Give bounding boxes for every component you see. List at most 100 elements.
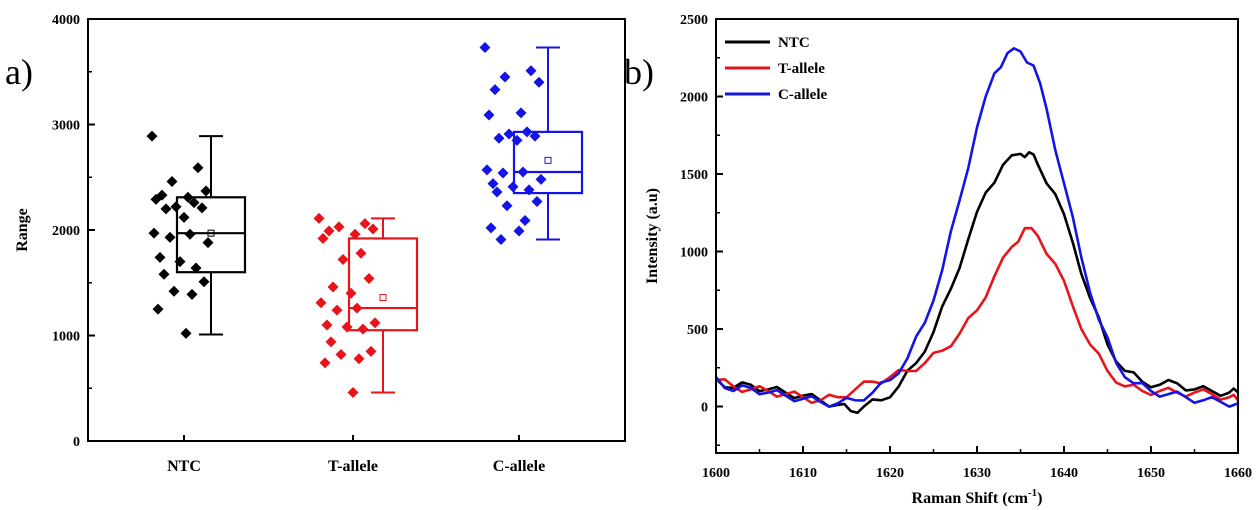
panel-a-box-plot: 0 1000 2000 3000 4000 Range a) NTC T-allele C-all… [5,13,626,475]
y-axis-label: Range [14,208,31,252]
y-tick-label: 1500 [680,168,708,183]
y-tick-label: 4000 [52,13,80,28]
data-point [489,84,501,96]
y-tick-label: 3000 [52,119,80,134]
data-point [483,109,495,121]
x-axis-label-superscript: -1 [1028,487,1037,499]
data-point [333,221,345,233]
data-point [196,202,208,214]
data-point [160,203,172,215]
x-tick-label: 1610 [789,466,817,481]
data-point [313,212,325,224]
data-point [158,268,170,280]
data-point [491,186,503,198]
x-category-label: NTC [167,458,201,475]
legend-entry: T-allele [778,61,825,77]
data-point [501,200,513,212]
panel-label: b) [624,52,654,92]
y-tick-label: 500 [687,323,708,338]
y-tick-label: 1000 [52,330,80,345]
data-point [315,297,327,309]
box-iqr [347,237,419,332]
data-point [317,232,329,244]
box-iqr [512,130,584,195]
data-point [529,130,541,142]
data-point [479,41,491,53]
x-axis-label: Raman Shift (cm-1) [912,487,1043,507]
x-category-label: T-allele [328,458,378,475]
data-point [198,276,210,288]
data-point [499,71,511,83]
data-point [367,223,379,235]
data-point [487,178,499,190]
data-point [331,304,343,316]
data-point [325,336,337,348]
data-point [503,128,515,140]
y-tick-label: 2500 [680,13,708,28]
data-point [152,303,164,315]
data-point [525,65,537,77]
data-point [146,130,158,142]
data-point [359,218,371,230]
x-tick-label: 1650 [1137,466,1165,481]
x-axis-label-main: Raman Shift (cm [912,490,1029,507]
series-line [714,47,1239,408]
box-iqr [175,196,247,274]
data-point [200,185,212,197]
x-tick-label: 1640 [1050,466,1078,481]
data-point [365,345,377,357]
panel-label: a) [5,52,33,92]
data-point [349,228,361,240]
data-point [192,162,204,174]
data-point [178,211,190,223]
x-tick-label: 1630 [963,466,991,481]
data-point [513,225,525,237]
data-point [202,237,214,249]
data-point [531,196,543,208]
legend-entry: C-allele [778,87,827,103]
mean-marker [207,229,215,237]
data-point [493,132,505,144]
x-category-label: C-allele [493,458,545,475]
data-point [321,319,333,331]
mean-marker [544,156,552,164]
data-point [347,386,359,398]
data-point [519,215,531,227]
data-point [180,327,192,339]
data-point [186,288,198,300]
data-point [188,197,200,209]
y-tick-label: 2000 [680,91,708,106]
data-point [535,173,547,185]
y-tick-label: 2000 [52,224,80,239]
data-point [150,193,162,205]
data-point [335,348,347,360]
x-tick-label: 1660 [1224,466,1252,481]
panel-b-line-chart: 0 500 1000 1500 2000 2500 1600 1610 1620 1630 1640… [624,13,1252,507]
data-point [337,254,349,266]
data-point [369,317,381,329]
x-tick-label: 1620 [876,466,904,481]
y-tick-label: 0 [73,435,80,450]
data-point [355,247,367,259]
data-point [327,281,339,293]
data-point [481,164,493,176]
data-point [497,167,509,179]
data-point [154,251,166,263]
series-line [715,226,1240,405]
data-point [533,76,545,88]
y-axis-label: Intensity (a.u) [644,188,661,284]
data-point [190,262,202,274]
mean-marker [379,294,387,302]
data-point [353,353,365,365]
x-axis-label-end: ) [1037,490,1042,507]
data-point [495,233,507,245]
data-point [515,107,527,119]
data-point [164,231,176,243]
y-tick-label: 0 [701,401,708,416]
y-tick-label: 1000 [680,246,708,261]
data-point [168,285,180,297]
data-point [148,227,160,239]
x-tick-label: 1600 [702,466,730,481]
data-point [319,357,331,369]
